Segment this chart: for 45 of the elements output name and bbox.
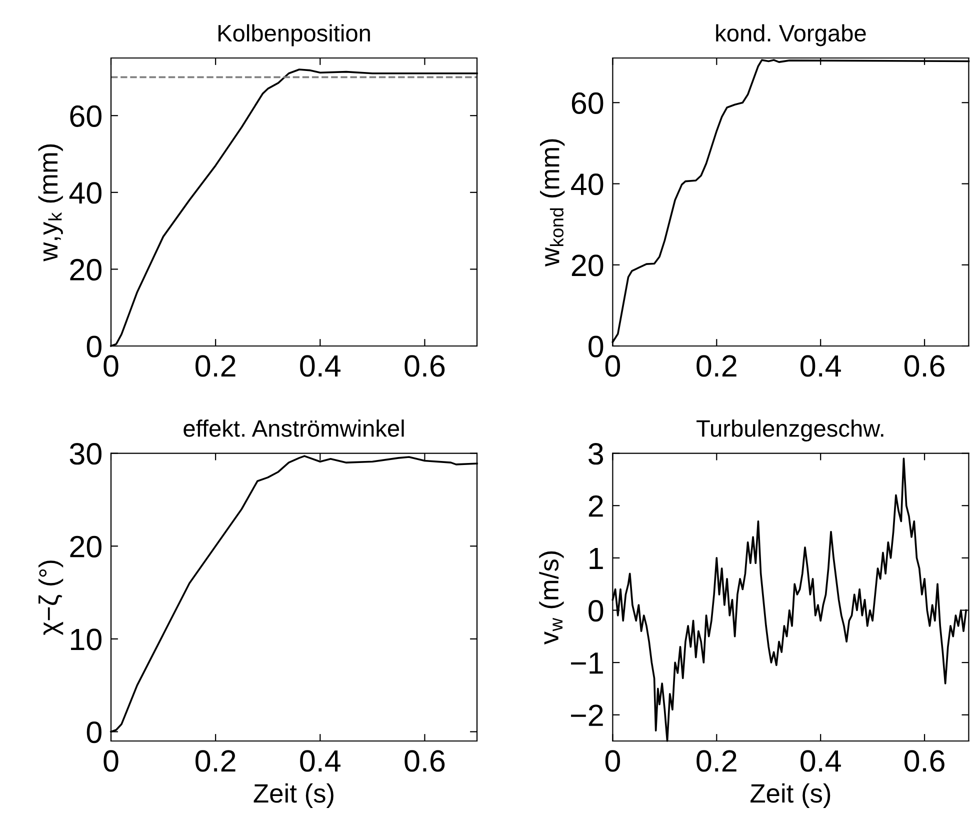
chart-title: kond. Vorgabe [716,24,866,46]
x-tick-label: 0.6 [404,355,445,377]
x-axis-title: Zeit (s) [750,783,830,808]
y-tick-label: 40 [69,182,102,204]
y-tick-label: 30 [70,443,102,465]
y-tick-label: 2 [588,495,603,517]
y-tick-label: 1 [590,548,603,569]
x-tick-label: 0.2 [196,355,236,377]
y-tick-label: 10 [71,628,102,650]
y-axis-title: w,y$_{k}$ (mm) [38,144,63,262]
y-tick-label: 3 [588,443,604,465]
y-tick-label: 40 [571,173,604,196]
x-tick-label: 0.6 [404,750,445,772]
y-tick-label: −2 [571,704,603,726]
x-tick-label: 0.4 [800,355,841,377]
y-axis-title: χ−ζ (°) [38,560,64,636]
x-tick-label: 0.2 [196,750,236,772]
y-axis-title: w$_{kond}$ (mm) [540,139,565,267]
y-tick-label: 20 [70,536,102,558]
x-tick-label: 0.4 [300,355,340,377]
y-tick-label: 60 [572,92,604,114]
y-tick-label: 20 [572,254,604,276]
x-tick-label: 0 [104,750,118,772]
x-tick-label: 0 [605,355,620,377]
y-tick-label: 0 [588,336,604,358]
x-tick-label: 0 [605,750,620,772]
chart-title: effekt. Anströmwinkel [184,420,404,437]
x-tick-label: 0.4 [800,750,841,772]
chart-title: Kolbenposition [218,24,370,46]
y-tick-label: 0 [588,600,604,622]
y-tick-label: −1 [571,652,603,674]
y-tick-label: 0 [86,721,102,744]
x-tick-label: 0.6 [904,355,944,377]
x-axis-title: Zeit (s) [254,783,334,808]
y-axis-title: v$_{w}$ (m/s) [539,551,564,645]
y-tick-label: 20 [70,258,102,281]
x-tick-label: 0.2 [696,355,736,377]
line-series [612,59,970,343]
x-tick-label: 0 [104,355,118,377]
y-tick-label: 0 [86,336,102,358]
x-tick-label: 0.4 [300,750,340,772]
chart-title: Turbulenzgeschw. [696,420,884,442]
y-tick-label: 60 [70,105,102,127]
x-tick-label: 0.6 [904,750,944,772]
x-tick-label: 0.2 [696,750,736,772]
